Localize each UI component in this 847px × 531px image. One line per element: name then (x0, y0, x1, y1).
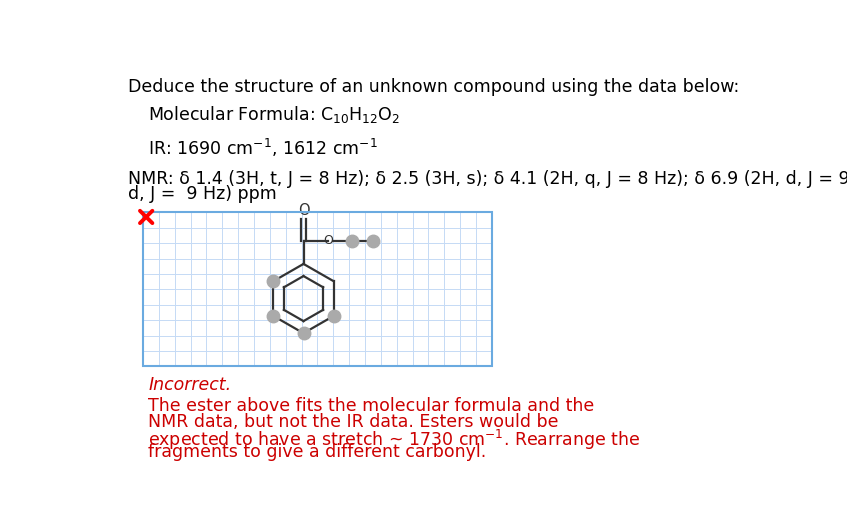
Text: O: O (324, 234, 333, 247)
Text: NMR: δ 1.4 (3H, t, J = 8 Hz); δ 2.5 (3H, s); δ 4.1 (2H, q, J = 8 Hz); δ 6.9 (2H,: NMR: δ 1.4 (3H, t, J = 8 Hz); δ 2.5 (3H,… (128, 170, 847, 188)
Text: Deduce the structure of an unknown compound using the data below:: Deduce the structure of an unknown compo… (128, 78, 739, 96)
Text: expected to have a stretch ~ 1730 cm$^{-1}$. Rearrange the: expected to have a stretch ~ 1730 cm$^{-… (148, 428, 641, 452)
Text: O: O (297, 203, 309, 218)
Text: Incorrect.: Incorrect. (148, 375, 231, 393)
Text: fragments to give a different carbonyl.: fragments to give a different carbonyl. (148, 443, 487, 461)
Text: NMR data, but not the IR data. Esters would be: NMR data, but not the IR data. Esters wo… (148, 413, 559, 431)
Bar (143, 212, 492, 366)
Text: IR: 1690 cm$^{-1}$, 1612 cm$^{-1}$: IR: 1690 cm$^{-1}$, 1612 cm$^{-1}$ (148, 137, 378, 159)
Bar (143, 212, 492, 366)
Text: Molecular Formula: $\mathregular{C_{10}H_{12}O_2}$: Molecular Formula: $\mathregular{C_{10}H… (148, 104, 401, 125)
Text: The ester above fits the molecular formula and the: The ester above fits the molecular formu… (148, 397, 595, 415)
Text: d, J =  9 Hz) ppm: d, J = 9 Hz) ppm (128, 185, 276, 203)
